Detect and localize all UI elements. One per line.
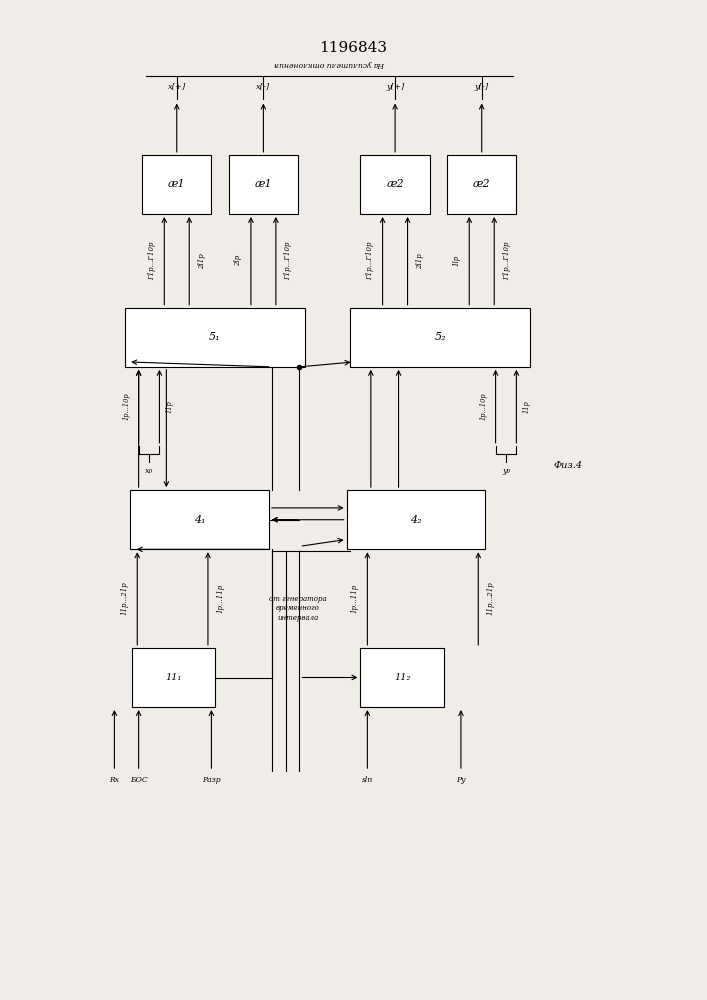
Text: 1lр: 1lр (452, 255, 461, 266)
Text: БОС: БОС (130, 776, 148, 784)
Bar (130, 490, 269, 549)
Bar (229, 155, 298, 214)
Text: 2lр: 2lр (235, 255, 243, 266)
Text: 1р...10р: 1р...10р (122, 393, 130, 420)
Text: Г1р...Г10р: Г1р...Г10р (503, 242, 510, 280)
Bar (350, 308, 530, 367)
Text: Разр: Разр (202, 776, 221, 784)
Text: 11р: 11р (166, 400, 174, 413)
Bar (361, 155, 430, 214)
Text: 4₂: 4₂ (410, 515, 421, 525)
Text: от генератора
временного
интервала: от генератора временного интервала (269, 595, 327, 622)
Text: 1р...11р: 1р...11р (351, 584, 359, 613)
Text: sln: sln (362, 776, 373, 784)
Text: 5₂: 5₂ (434, 332, 446, 342)
Text: 11р: 11р (522, 400, 531, 413)
Bar (142, 155, 211, 214)
Bar (124, 308, 305, 367)
Text: 5₁: 5₁ (209, 332, 221, 342)
Text: 11₂: 11₂ (394, 673, 410, 682)
Bar (361, 648, 443, 707)
Text: 2l1р: 2l1р (416, 253, 424, 269)
Text: Г1р...Г10р: Г1р...Г10р (284, 242, 293, 280)
Text: æ2: æ2 (473, 179, 491, 189)
Text: x[+]: x[+] (168, 83, 186, 91)
Text: Г1р...Г10р: Г1р...Г10р (148, 242, 156, 280)
Text: Ру: Ру (456, 776, 466, 784)
Bar (132, 648, 215, 707)
Text: 11₁: 11₁ (165, 673, 182, 682)
Text: æ1: æ1 (168, 179, 185, 189)
Text: На усилители отклонения: На усилители отклонения (274, 60, 385, 68)
Text: y[+]: y[+] (386, 83, 404, 91)
Text: 1р...10р: 1р...10р (479, 393, 487, 420)
Text: Физ.4: Физ.4 (554, 461, 583, 470)
Text: æ2: æ2 (386, 179, 404, 189)
Text: 1196843: 1196843 (320, 41, 387, 55)
Text: 11р...21р: 11р...21р (121, 582, 129, 615)
Text: 11р...21р: 11р...21р (486, 582, 495, 615)
Text: x₀: x₀ (145, 467, 153, 475)
Text: 1р...11р: 1р...11р (216, 584, 224, 613)
Text: x[-]: x[-] (257, 83, 271, 91)
Text: æ1: æ1 (255, 179, 272, 189)
Bar (447, 155, 516, 214)
Text: y₀: y₀ (502, 467, 510, 475)
Text: 4₁: 4₁ (194, 515, 206, 525)
Text: Rх: Rх (110, 776, 119, 784)
Text: Г1р...Г10р: Г1р...Г10р (366, 242, 374, 280)
Bar (346, 490, 485, 549)
Text: 2l1р: 2l1р (198, 253, 206, 269)
Text: y[-]: y[-] (474, 83, 489, 91)
